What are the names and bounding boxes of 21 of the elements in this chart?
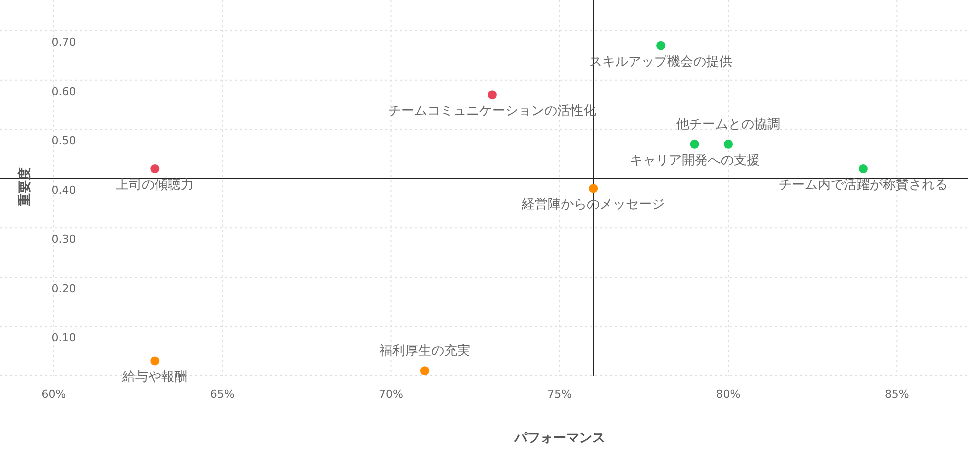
x-tick-label: 75% (548, 388, 572, 401)
y-tick-label: 0.10 (52, 332, 76, 345)
annotation: 給与や報酬 (122, 370, 188, 386)
y-tick-label: 0.50 (52, 134, 76, 148)
annotation: 上司の傾聴力 (116, 178, 194, 194)
y-tick-label: 0.30 (52, 233, 76, 246)
x-tick-label: 65% (210, 388, 235, 401)
y-tick-label: 0.60 (52, 85, 76, 98)
y-tick-label: 0.20 (52, 282, 76, 296)
annotation: 他チームとの協調 (676, 117, 781, 132)
x-tick-label: 70% (379, 388, 404, 401)
x-tick-label: 80% (716, 388, 741, 401)
x-tick-label: 85% (884, 388, 910, 401)
annotation: 福利厚生の充実 (379, 343, 470, 360)
y-tick-label: 0.40 (52, 184, 76, 197)
x-tick-label: 60% (42, 388, 66, 401)
y-tick-label: 0.70 (52, 36, 76, 50)
x-axis-title: パフォーマンス (513, 431, 606, 446)
y-axis-title: 重要度 (17, 167, 33, 208)
annotation: キャリア開発への支援 (630, 153, 760, 168)
annotation: チーム内で活躍が称賛される (778, 178, 948, 194)
